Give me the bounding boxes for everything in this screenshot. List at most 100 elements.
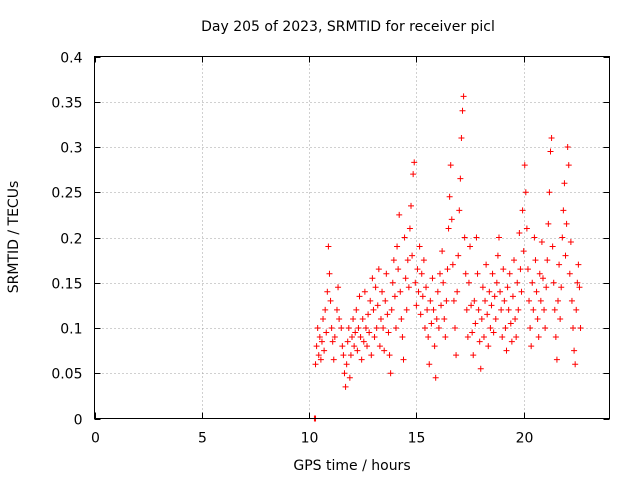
- data-point: [421, 325, 428, 331]
- data-point: [359, 315, 366, 322]
- data-point: [338, 325, 345, 331]
- data-point: [558, 284, 565, 291]
- data-point: [506, 270, 513, 277]
- data-point: [559, 234, 566, 241]
- y-tick-label: 0.15: [51, 277, 82, 293]
- x-tick-label: 20: [516, 431, 534, 447]
- y-tick-label: 0.4: [60, 51, 82, 67]
- data-point: [529, 279, 536, 286]
- data-point: [526, 297, 533, 304]
- data-point: [486, 288, 493, 295]
- y-tick-label: 0.3: [60, 141, 82, 157]
- data-point: [460, 93, 467, 100]
- data-point: [555, 297, 561, 304]
- y-tick-label: 0.05: [51, 367, 82, 383]
- data-point: [436, 270, 443, 277]
- data-point: [312, 361, 319, 368]
- grid: [94, 56, 610, 419]
- data-point: [488, 302, 495, 309]
- data-point: [383, 270, 390, 277]
- data-point: [445, 225, 452, 232]
- data-point: [444, 266, 451, 273]
- data-point: [534, 315, 541, 322]
- data-point: [512, 315, 519, 322]
- data-point: [470, 352, 477, 359]
- data-point: [326, 270, 333, 277]
- data-point: [381, 347, 388, 354]
- data-point: [442, 334, 449, 341]
- data-point: [434, 288, 441, 295]
- data-point: [467, 243, 474, 250]
- data-point: [430, 306, 437, 313]
- data-point: [457, 175, 464, 182]
- data-point: [538, 239, 545, 246]
- data-point: [494, 252, 501, 259]
- data-point: [406, 225, 413, 232]
- data-point: [410, 171, 417, 178]
- data-point: [448, 216, 455, 223]
- plot-frame: [94, 56, 610, 419]
- data-point: [346, 374, 353, 381]
- data-point: [387, 370, 394, 377]
- data-point: [504, 284, 511, 291]
- data-point: [419, 293, 426, 300]
- data-point: [427, 297, 434, 304]
- data-point: [549, 243, 556, 250]
- y-tick-label: 0.1: [60, 322, 82, 338]
- data-point: [351, 343, 358, 350]
- data-point: [382, 297, 389, 304]
- data-point: [399, 334, 406, 341]
- data-point: [502, 325, 509, 331]
- data-point: [405, 284, 412, 291]
- data-point: [412, 279, 419, 286]
- data-point: [353, 306, 360, 313]
- data-point: [322, 306, 329, 313]
- data-point: [435, 325, 442, 331]
- data-point: [423, 284, 430, 291]
- data-point: [535, 334, 542, 341]
- data-point: [480, 334, 487, 341]
- data-point: [505, 306, 512, 313]
- data-point: [556, 261, 563, 268]
- data-point: [329, 338, 336, 345]
- data-point: [330, 356, 337, 363]
- data-point: [341, 370, 348, 377]
- data-point: [552, 334, 559, 341]
- data-point: [465, 279, 472, 286]
- data-point: [514, 279, 521, 286]
- data-point: [479, 284, 486, 291]
- data-point: [418, 270, 425, 277]
- data-point: [509, 293, 516, 300]
- data-point: [394, 243, 401, 250]
- data-point: [373, 325, 380, 331]
- data-point: [530, 306, 537, 313]
- data-point: [473, 234, 480, 241]
- data-point: [327, 297, 334, 304]
- data-point: [563, 220, 570, 227]
- data-point: [321, 347, 328, 354]
- data-point: [372, 284, 379, 291]
- data-point: [333, 306, 340, 313]
- data-point: [440, 279, 447, 286]
- data-point: [541, 306, 548, 313]
- data-point: [553, 356, 560, 363]
- data-point: [376, 343, 383, 350]
- data-point: [550, 279, 557, 286]
- data-point: [401, 234, 408, 241]
- data-point: [325, 243, 332, 250]
- data-point: [455, 252, 462, 259]
- data-point: [574, 279, 581, 286]
- data-point: [413, 302, 420, 309]
- data-point: [314, 325, 321, 331]
- data-point: [386, 352, 393, 359]
- data-point: [464, 334, 471, 341]
- data-point: [403, 306, 410, 313]
- data-point: [498, 306, 505, 313]
- data-point: [565, 162, 572, 169]
- data-point: [370, 306, 377, 313]
- data-point: [395, 266, 402, 273]
- data-point: [463, 306, 470, 313]
- data-point: [560, 207, 567, 214]
- data-point: [545, 220, 552, 227]
